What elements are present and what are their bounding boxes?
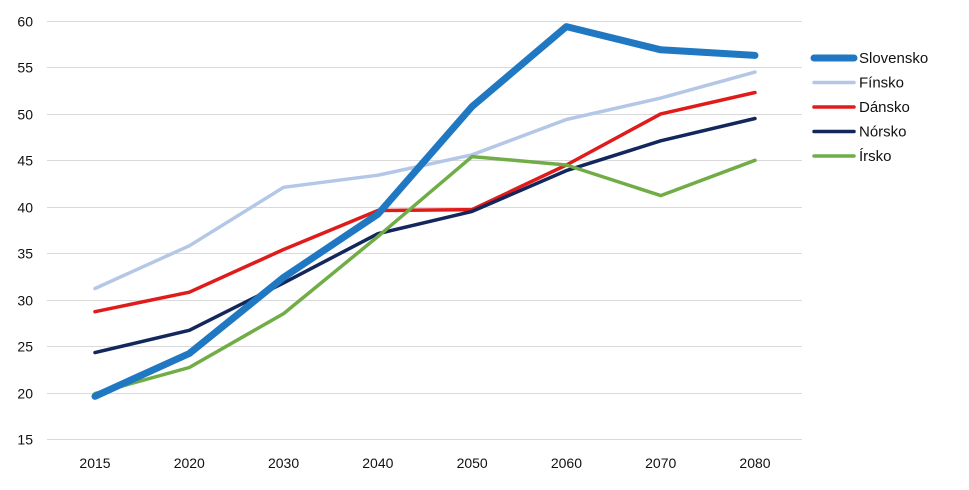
y-tick-label: 50 [17, 107, 33, 123]
legend-label: Fínsko [859, 75, 904, 92]
series-line-5 [93, 154, 757, 396]
x-tick-label: 2070 [645, 455, 676, 471]
legend-label: Nórsko [859, 124, 907, 141]
legend: Slovensko Fínsko Dánsko Nórsko Írsko [810, 50, 928, 165]
gridlines [47, 21, 802, 440]
series-line-2 [93, 70, 757, 291]
y-tick-label: 45 [17, 153, 33, 169]
x-tick-label: 2080 [739, 455, 770, 471]
y-tick-label: 60 [17, 14, 33, 30]
y-tick-label: 20 [17, 386, 33, 402]
x-tick-label: 2015 [79, 455, 110, 471]
y-axis-ticks: 15 20 25 30 35 40 45 50 55 60 [17, 14, 33, 448]
x-tick-label: 2060 [551, 455, 582, 471]
legend-label: Dánsko [859, 99, 910, 116]
x-tick-label: 2050 [457, 455, 488, 471]
x-tick-label: 2040 [362, 455, 393, 471]
x-axis-ticks: 2015 2020 2030 2040 2050 2060 2070 2080 [79, 455, 770, 471]
x-tick-label: 2020 [174, 455, 205, 471]
series-line-1 [91, 23, 759, 400]
y-tick-label: 25 [17, 339, 33, 355]
x-tick-label: 2030 [268, 455, 299, 471]
series-line-4 [93, 116, 757, 355]
legend-label: Írsko [859, 148, 892, 165]
legend-label: Slovensko [859, 50, 928, 67]
y-tick-label: 55 [17, 60, 33, 76]
y-tick-label: 40 [17, 200, 33, 216]
y-tick-label: 15 [17, 432, 33, 448]
series-line-3 [93, 90, 757, 314]
y-tick-label: 35 [17, 246, 33, 262]
series-lines [91, 23, 759, 400]
y-tick-label: 30 [17, 293, 33, 309]
